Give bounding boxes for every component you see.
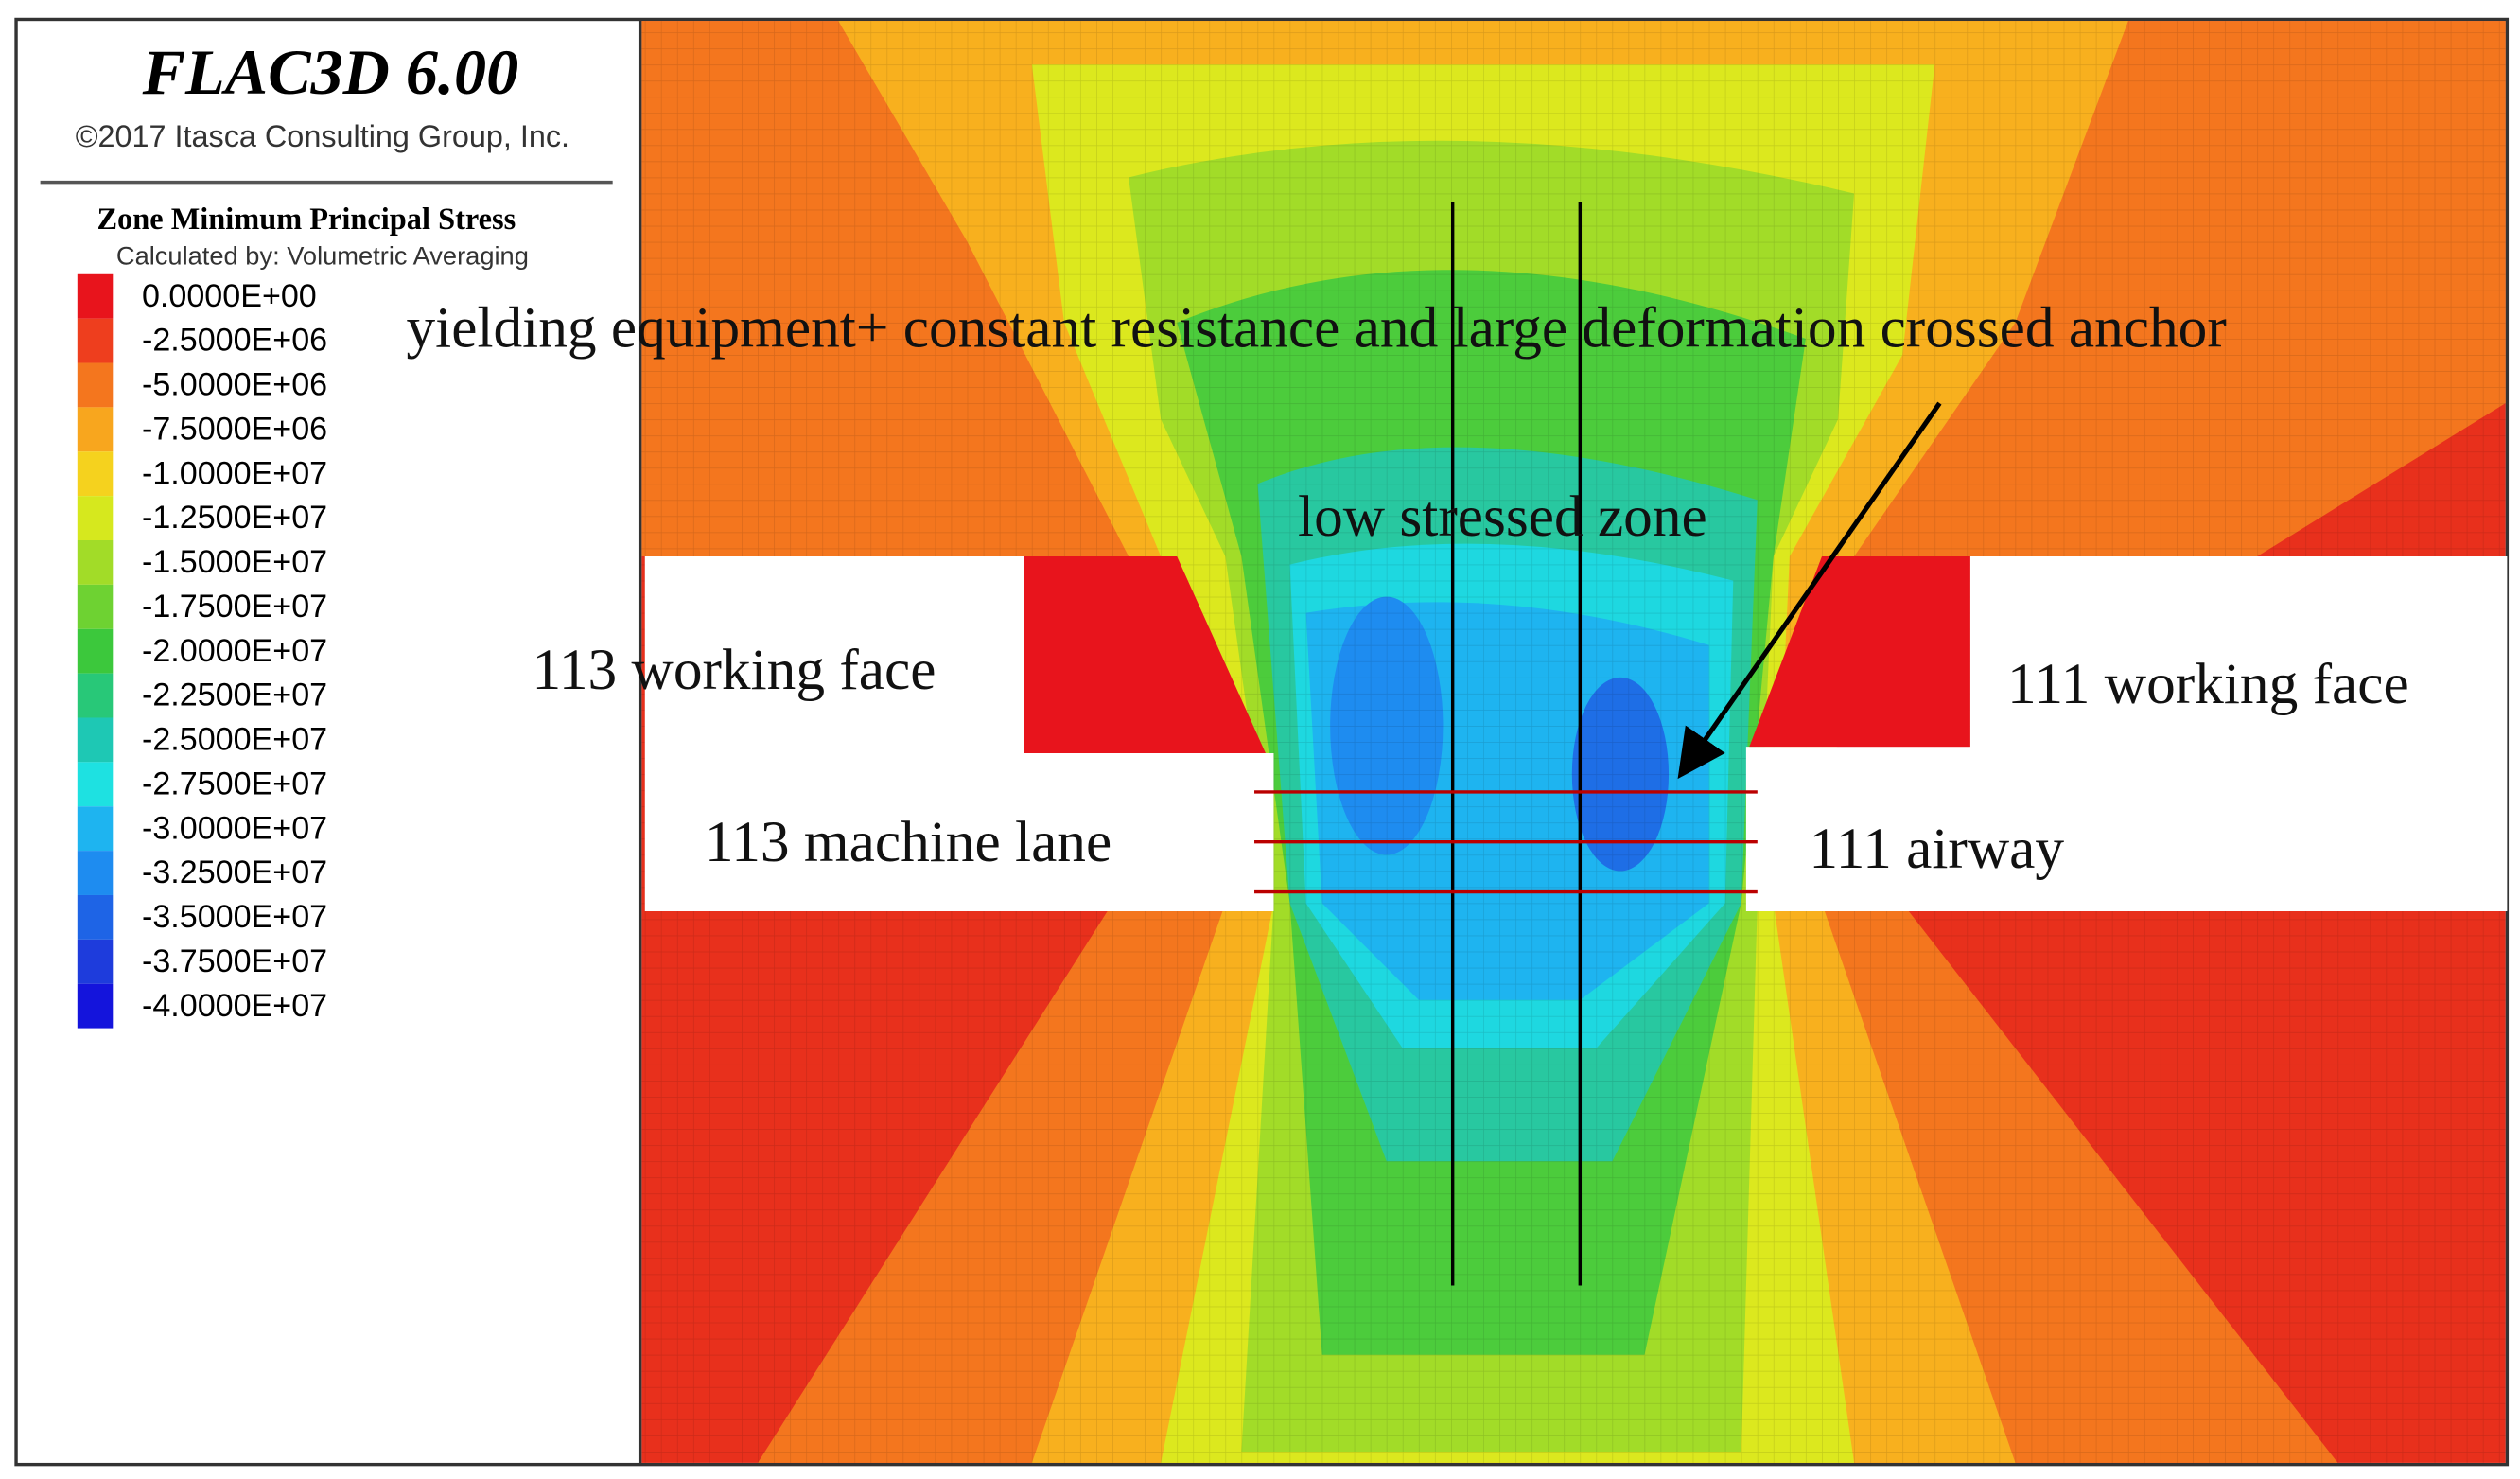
legend-label: -1.5000E+07 [142,544,327,580]
legend-label: -1.2500E+07 [142,500,327,536]
legend-swatch [77,362,114,408]
legend-label: -1.0000E+07 [142,455,327,491]
legend-label: 0.0000E+00 [142,278,317,314]
legend-label: -3.2500E+07 [142,854,327,890]
legend-label: -2.2500E+07 [142,678,327,713]
legend-swatch [77,318,114,363]
annotations: yielding equipment+ constant resistance … [407,295,2409,881]
annotation: 113 machine lane [705,810,1111,874]
legend-label: -4.0000E+07 [142,988,327,1024]
legend-label: -2.5000E+07 [142,722,327,758]
legend-swatch [77,584,114,629]
pillar-right [1749,556,1970,748]
legend-swatch [77,894,114,940]
legend-label: -2.7500E+07 [142,766,327,801]
legend-swatch [77,451,114,497]
gob-left [644,556,1274,912]
legend-swatch [77,673,114,718]
app-title: FLAC3D 6.00 [142,36,519,108]
copyright: ©2017 Itasca Consulting Group, Inc. [76,119,569,153]
legend-label: -5.0000E+06 [142,367,327,403]
gob-right [1745,556,2508,912]
legend-subtitle: Calculated by: Volumetric Averaging [116,241,529,271]
annotation: yielding equipment+ constant resistance … [407,295,2227,360]
annotation: 113 working face [532,638,936,702]
legend-swatch [77,540,114,585]
legend-label: -2.5000E+06 [142,323,327,359]
legend-label: -2.0000E+07 [142,633,327,669]
legend-swatch [77,851,114,895]
legend-title: Zone Minimum Principal Stress [96,202,516,237]
legend-swatch [77,407,114,452]
annotation: 111 working face [2007,652,2409,716]
legend-swatch [77,628,114,674]
legend-swatch [77,762,114,807]
arrow [1677,401,1942,780]
legend-swatch [77,806,114,852]
legend-swatch [77,717,114,763]
contour-plot [641,21,2508,1463]
legend-label: -1.7500E+07 [142,589,327,625]
annotation: low stressed zone [1298,484,1707,549]
legend-label: -3.7500E+07 [142,943,327,979]
legend: 0.0000E+00 -2.5000E+06 -5.0000E+06 -7.5000E… [77,273,327,1029]
legend-swatch [77,983,114,1029]
legend-swatch [77,496,114,541]
legend-swatch [77,273,114,319]
legend-label: -7.5000E+06 [142,411,327,447]
legend-swatch [77,939,114,984]
legend-label: -3.5000E+07 [142,899,327,935]
legend-label: -3.0000E+07 [142,810,327,846]
annotation: 111 airway [1809,817,2064,881]
pillar-left [1024,556,1266,753]
